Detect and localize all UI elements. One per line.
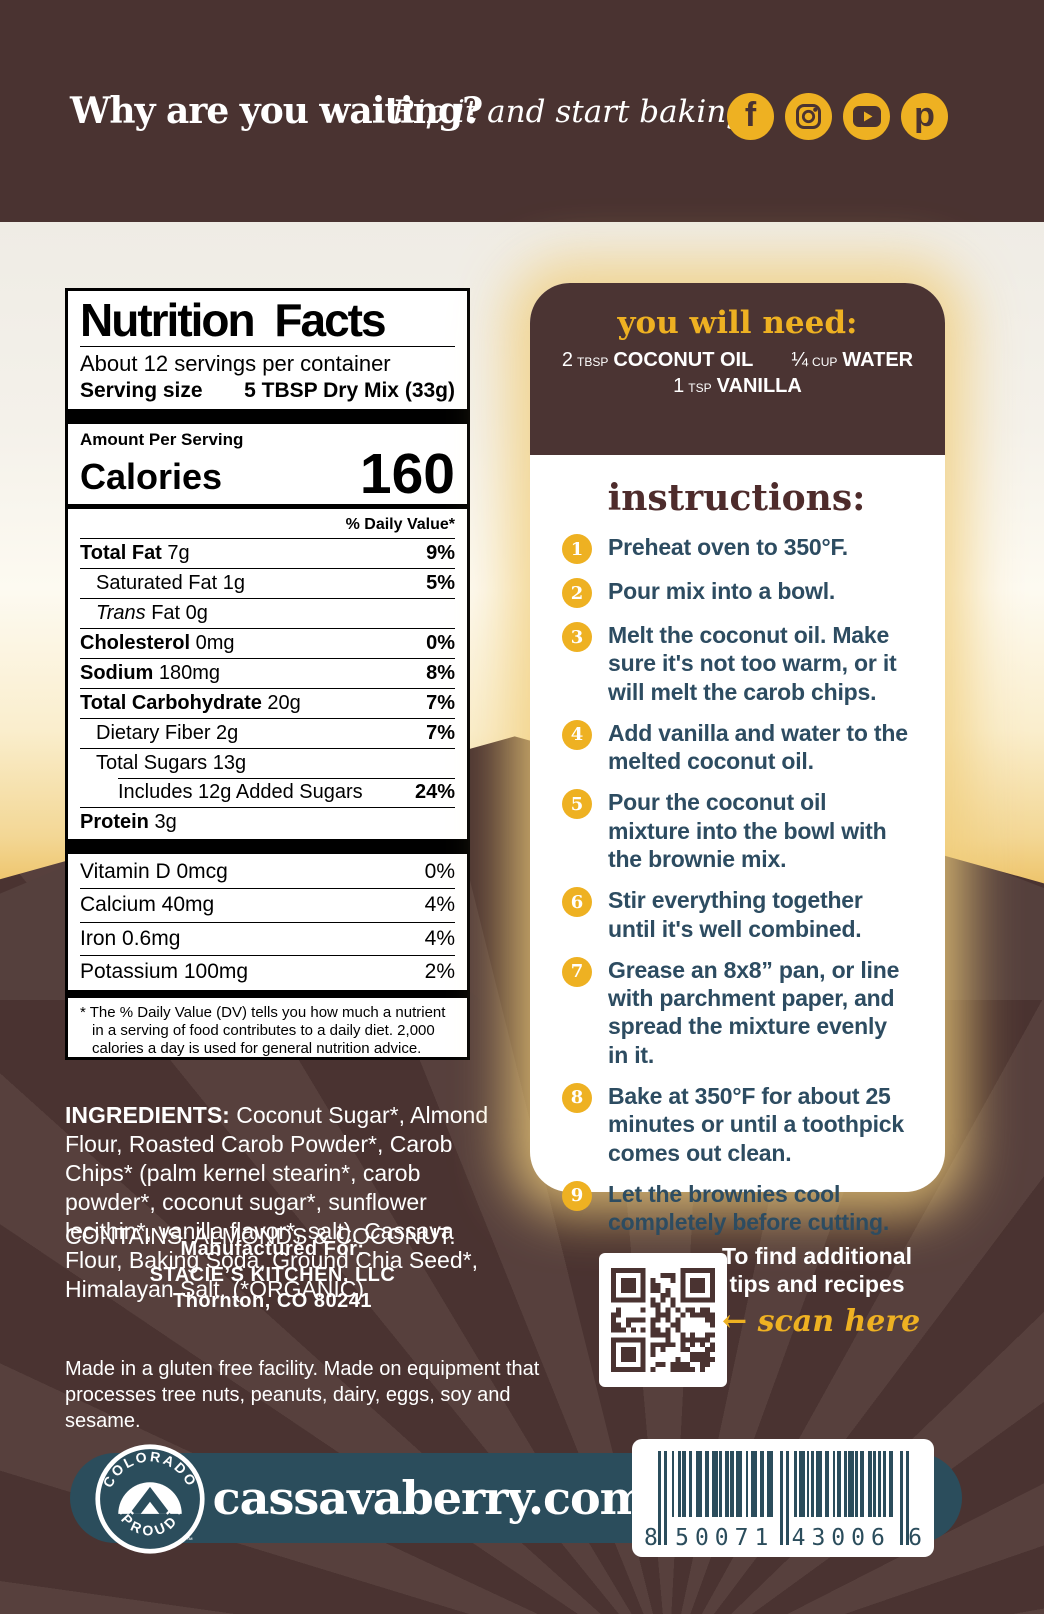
nutrition-row: Calcium 40mg 4% (80, 888, 455, 921)
colorado-proud-badge: COLORADO PROUD ™ (95, 1444, 205, 1554)
serving-size-row: Serving size 5 TBSP Dry Mix (33g) (80, 379, 455, 402)
youtube-icon[interactable] (843, 93, 890, 140)
nutrition-row: Protein 3g (80, 807, 455, 837)
instruction-step: 8 Bake at 350°F for about 25 minutes or u… (562, 1082, 911, 1167)
instruction-step: 3 Melt the coconut oil. Make sure it's no… (562, 621, 911, 706)
step-text: Stir everything together until it's well… (608, 887, 863, 942)
facebook-icon[interactable]: f (727, 93, 774, 140)
step-text: Grease an 8x8” pan, or line with parchme… (608, 956, 900, 1068)
top-banner: Why are you waiting? Rip it and start ba… (0, 0, 1044, 222)
step-number-badge: 4 (562, 719, 592, 750)
instructions-title: instructions: (607, 477, 866, 519)
nutrition-row: Total Carbohydrate 20g 7% (80, 688, 455, 718)
qr-code[interactable] (599, 1253, 727, 1387)
social-icons: f p (727, 93, 948, 140)
website-link[interactable]: cassavaberry.com (212, 1471, 649, 1525)
nutrition-row: Sodium 180mg 8% (80, 658, 455, 688)
step-text: Preheat oven to 350°F. (608, 534, 848, 560)
nutrition-row: Iron 0.6mg 4% (80, 921, 455, 955)
step-text: Bake at 350°F for about 25 minutes or un… (608, 1082, 904, 1166)
allergen-statement: CONTAINS: ALMONDS & COCONUT. (65, 1223, 456, 1249)
instructions-panel: instructions: 1 Preheat oven to 350°F. 2 Po… (530, 455, 945, 1236)
calories-value: 160 (359, 442, 455, 506)
nutrition-facts-label: Nutrition Facts About 12 servings per co… (65, 288, 470, 1060)
step-number-badge: 2 (562, 578, 592, 608)
step-number-badge: 3 (562, 622, 592, 652)
svg-text:™: ™ (186, 1537, 193, 1544)
step-text: Pour mix into a bowl. (608, 578, 836, 604)
step-number-badge: 9 (562, 1180, 592, 1211)
nutrition-row: Vitamin D 0mcg 0% (80, 860, 455, 884)
instruction-step: 7 Grease an 8x8” pan, or line with parchm… (562, 956, 911, 1069)
manufacturer-block: Manufactured For: STACIE’S KITCHEN, LLC … (149, 1238, 396, 1312)
pinterest-icon[interactable]: p (901, 93, 948, 140)
instruction-step: 5 Pour the coconut oil mixture into the b… (562, 788, 911, 873)
banner-tagline: Rip it and start baking! (392, 94, 759, 130)
nutrition-row: Trans Fat 0g (80, 598, 455, 628)
divider-bar (68, 409, 467, 424)
step-number-badge: 7 (562, 956, 592, 987)
instruction-step: 9 Let the brownies cool completely before… (562, 1180, 911, 1237)
instruction-step: 2 Pour mix into a bowl. (562, 577, 911, 608)
you-will-need-title: you will need: (617, 305, 858, 341)
step-number-badge: 6 (562, 887, 592, 918)
qr-caption: To find additional tips and recipes ← sc… (722, 1243, 921, 1340)
step-text: Let the brownies cool completely before … (608, 1180, 890, 1236)
instagram-icon[interactable] (785, 93, 832, 140)
step-number-badge: 8 (562, 1082, 592, 1113)
you-will-need-items: 2 TBSP COCONUT OIL ¼ CUP WATER 1 TSP VANILLA (530, 349, 945, 398)
nutrition-row: Total Sugars 13g (80, 748, 455, 778)
vitamin-rows: Vitamin D 0mcg 0% Calcium 40mg 4% Iron 0.6mg… (80, 856, 455, 987)
nutrition-title: Nutrition Facts (80, 297, 455, 347)
you-will-need-panel: you will need: 2 TBSP COCONUT OIL ¼ CUP WATER… (530, 283, 945, 455)
scan-here-label: ← scan here (722, 1304, 921, 1340)
instruction-step: 1 Preheat oven to 350°F. (562, 533, 911, 564)
nutrition-row: Saturated Fat 1g 5% (80, 568, 455, 598)
nutrition-row: Dietary Fiber 2g 7% (80, 718, 455, 748)
daily-value-header: % Daily Value* (345, 516, 455, 534)
nutrition-rows: Total Fat 7g 9% Saturated Fat 1g 5% Trans Fa… (80, 538, 455, 837)
banner-headline: Why are you waiting? (70, 90, 483, 132)
amount-per-serving: Amount Per Serving (80, 430, 244, 449)
ingredients-text: INGREDIENTS: Coconut Sugar*, Almond Flou… (65, 1102, 489, 1302)
step-number-badge: 5 (562, 789, 592, 820)
step-text: Pour the coconut oil mixture into the bo… (608, 789, 887, 872)
step-text: Add vanilla and water to the melted coco… (608, 719, 908, 775)
calories-row: Calories 160 (80, 442, 455, 506)
nutrition-row: Potassium 100mg 2% (80, 954, 455, 988)
instruction-step: 6 Stir everything together until it's wel… (562, 886, 911, 943)
left-arrow-icon: ← (722, 1304, 748, 1340)
divider-bar (68, 839, 467, 855)
barcode: 8 50071 43006 6 (632, 1439, 934, 1557)
daily-value-footnote: * The % Daily Value (DV) tells you how m… (80, 1003, 446, 1058)
divider-bar (68, 504, 467, 510)
step-number-badge: 1 (562, 534, 592, 564)
instruction-steps: 1 Preheat oven to 350°F. 2 Pour mix into a … (562, 533, 911, 1236)
step-text: Melt the coconut oil. Make sure it's not… (608, 622, 897, 705)
needed-ingredient: 1 TSP VANILLA (673, 375, 802, 397)
recipe-card: you will need: 2 TBSP COCONUT OIL ¼ CUP WATER… (530, 283, 945, 1235)
divider-bar (68, 989, 467, 998)
nutrition-row: Includes 12g Added Sugars 24% (80, 778, 455, 807)
nutrition-row: Cholesterol 0mg 0% (80, 628, 455, 658)
instruction-step: 4 Add vanilla and water to the melted coc… (562, 719, 911, 776)
needed-ingredient: 2 TBSP COCONUT OIL (561, 349, 754, 371)
facility-note: Made in a gluten free facility. Made on … (65, 1358, 540, 1432)
needed-ingredient: ¼ CUP WATER (791, 349, 914, 371)
nutrition-row: Total Fat 7g 9% (80, 538, 455, 568)
barcode-digits: 8 50071 43006 6 (644, 1525, 922, 1551)
servings-per-container: About 12 servings per container (80, 351, 391, 376)
